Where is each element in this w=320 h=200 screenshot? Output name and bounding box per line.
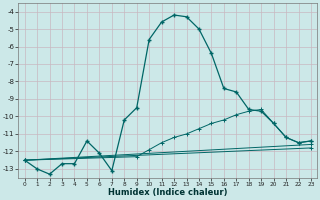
X-axis label: Humidex (Indice chaleur): Humidex (Indice chaleur) — [108, 188, 228, 197]
